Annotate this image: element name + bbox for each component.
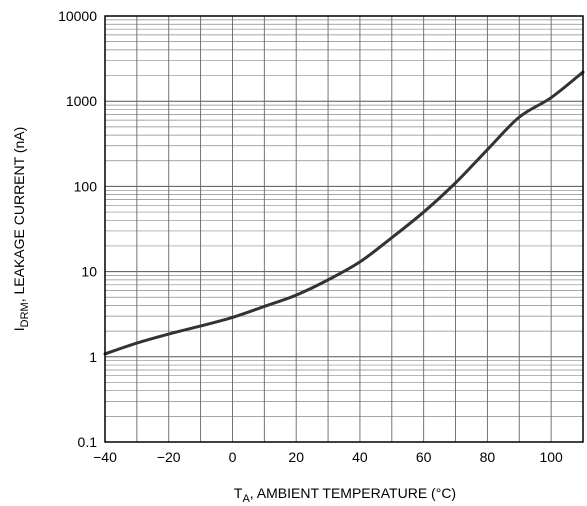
x-axis-title-rest: , AMBIENT TEMPERATURE (°C) — [250, 485, 456, 501]
y-tick-label: 10000 — [58, 8, 97, 24]
y-tick-labels: 0.1 1 10 100 1000 10000 — [58, 8, 97, 450]
major-gridlines — [104, 15, 584, 443]
series-line-0 — [103, 70, 585, 356]
plot-frame — [104, 15, 584, 443]
x-axis-title-main: T — [234, 485, 243, 501]
x-tick-label: 80 — [480, 449, 496, 465]
y-axis-title-rest: , LEAKAGE CURRENT (nA) — [11, 127, 27, 303]
x-tick-label: −20 — [157, 449, 181, 465]
series-layer — [103, 70, 585, 356]
x-tick-label: 100 — [539, 449, 563, 465]
x-tick-label: −40 — [93, 449, 117, 465]
y-axis-title: IDRM, LEAKAGE CURRENT (nA) — [11, 127, 31, 332]
x-tick-label: 20 — [288, 449, 304, 465]
y-tick-label: 10 — [81, 264, 97, 280]
x-tick-label: 40 — [352, 449, 368, 465]
minor-gridlines — [105, 19, 583, 417]
y-tick-label: 1 — [89, 349, 97, 365]
x-axis-title: TA, AMBIENT TEMPERATURE (°C) — [234, 485, 456, 505]
y-tick-label: 1000 — [66, 93, 97, 109]
y-axis-title-main: I — [11, 327, 27, 331]
x-tick-label: 60 — [416, 449, 432, 465]
x-tick-label: 0 — [229, 449, 237, 465]
y-tick-label: 0.1 — [78, 434, 98, 450]
y-tick-label: 100 — [74, 178, 98, 194]
y-axis-title-sub: DRM — [19, 302, 31, 327]
x-axis-title-sub: A — [242, 493, 250, 505]
x-tick-labels: −40 −20 0 20 40 60 80 100 — [93, 449, 563, 465]
